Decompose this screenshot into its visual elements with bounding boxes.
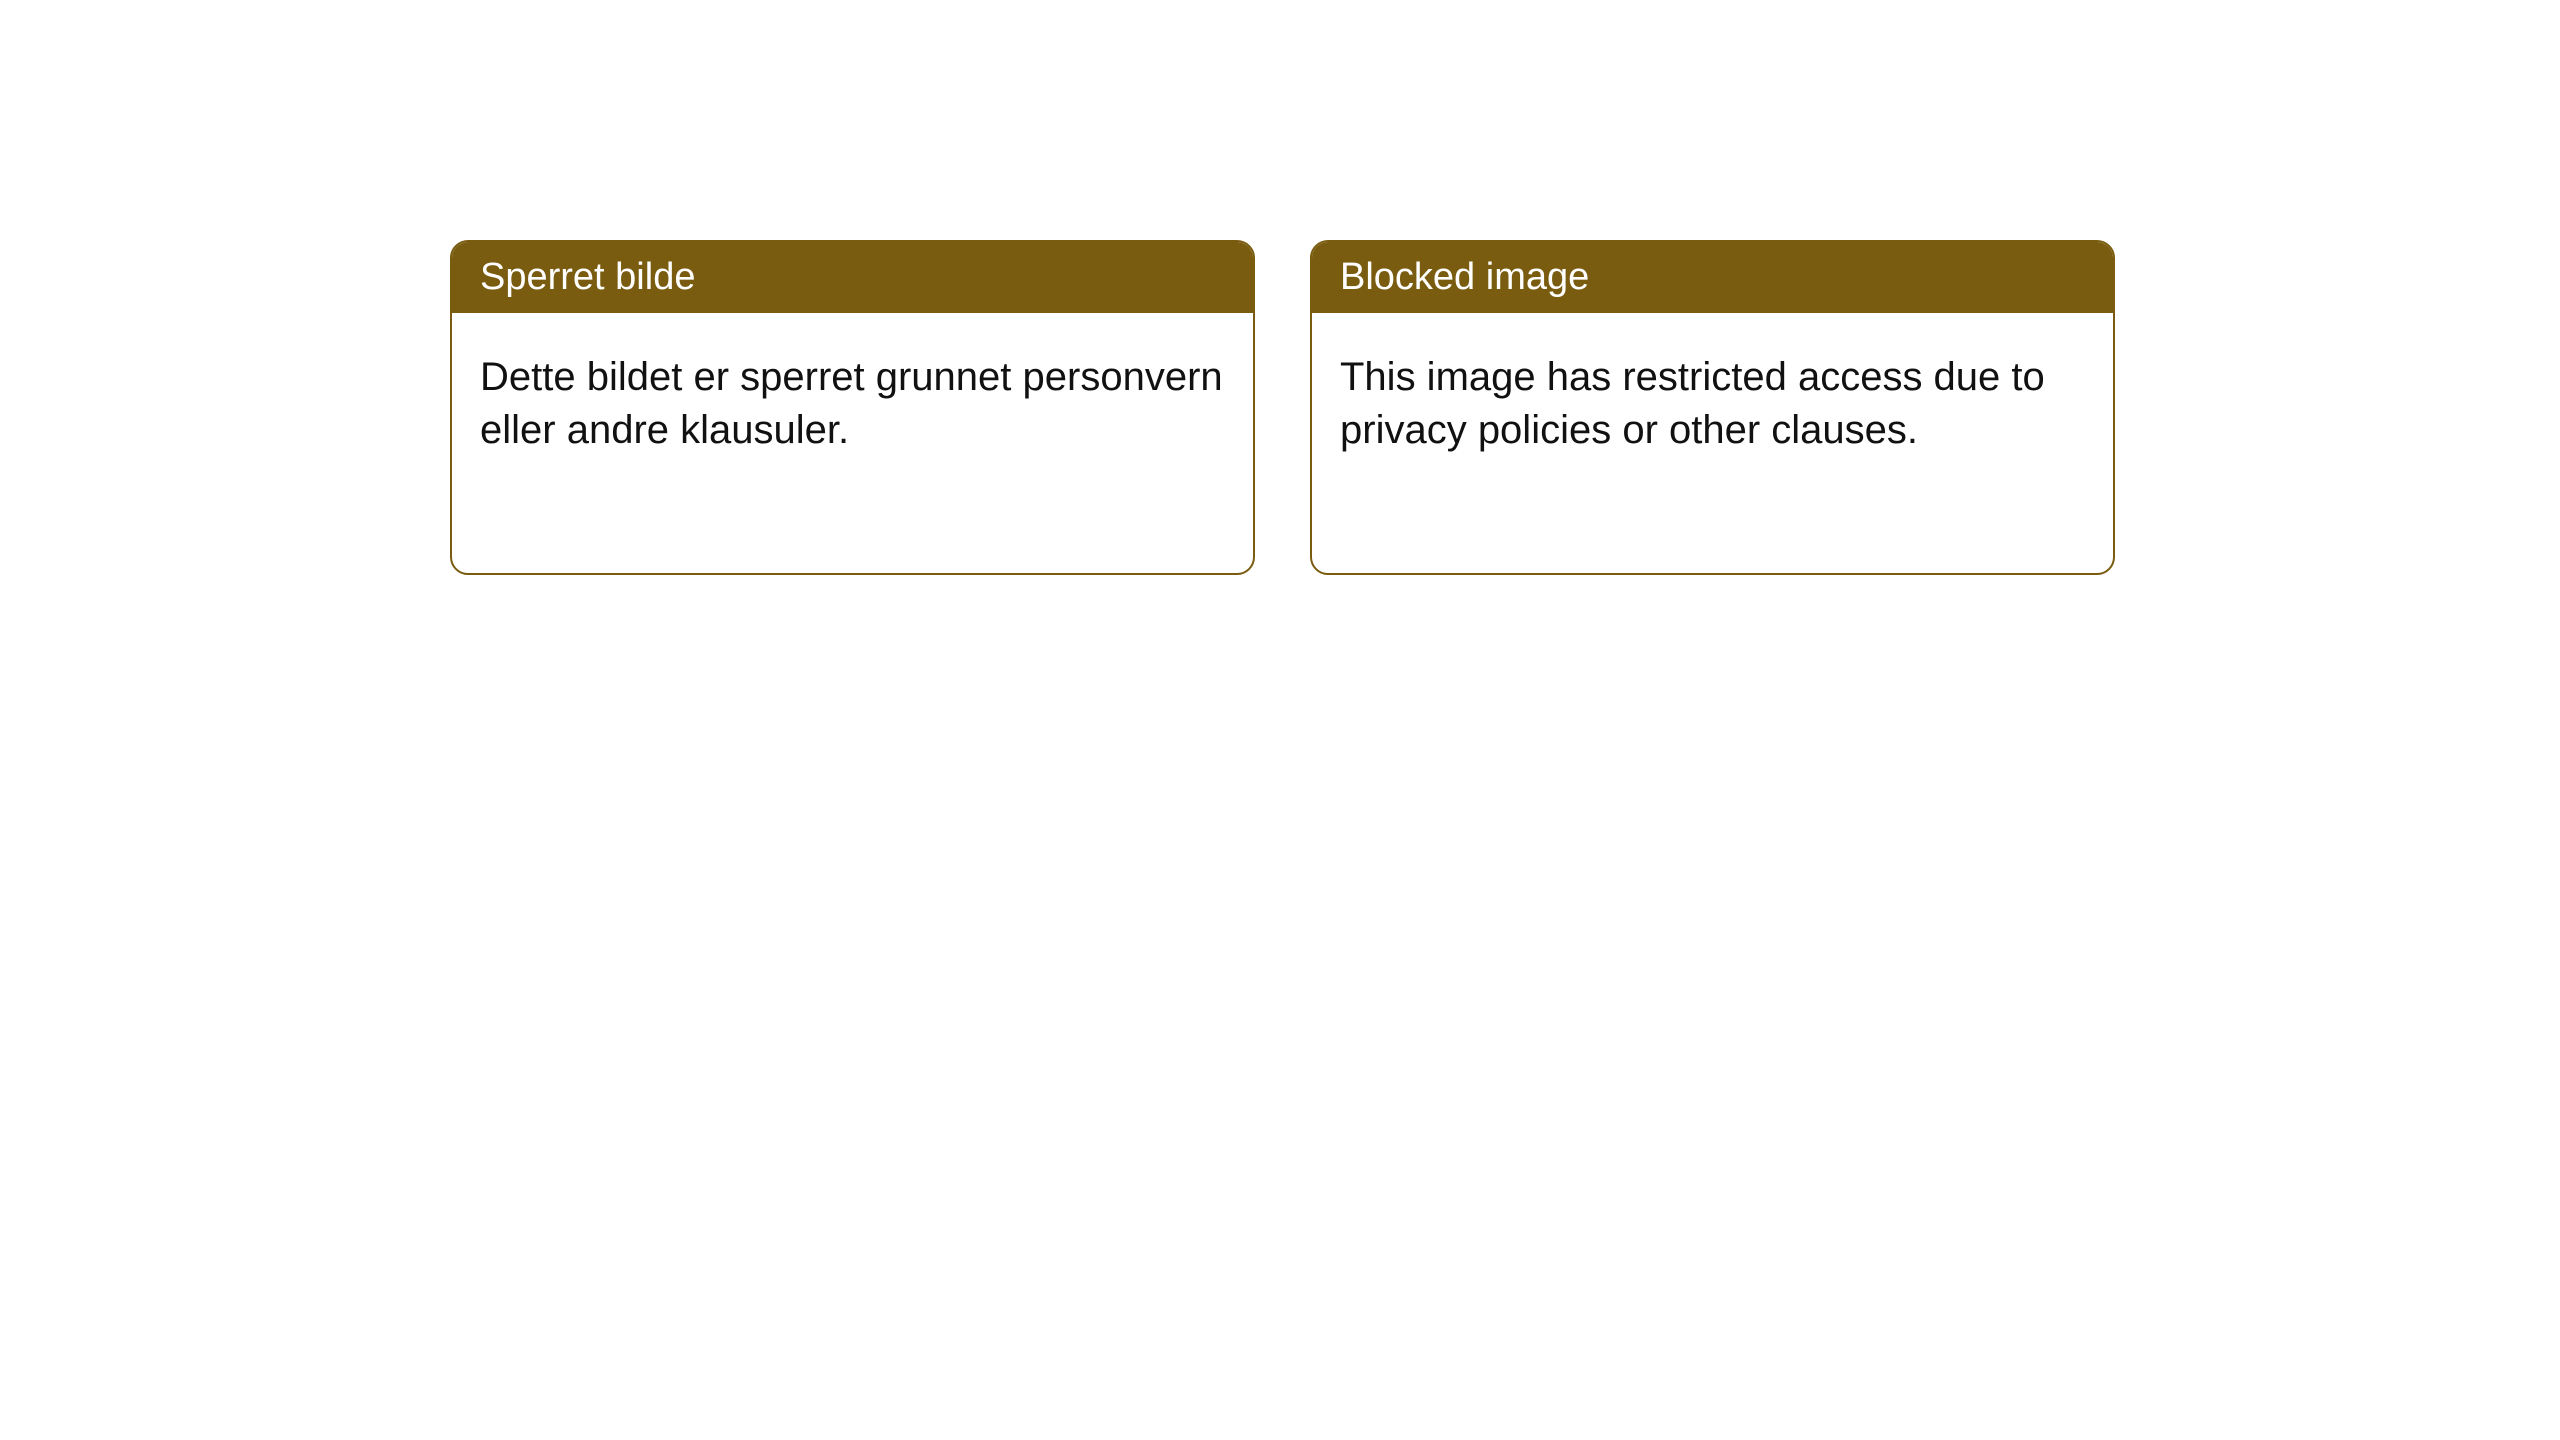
- blocked-image-card-no: Sperret bilde Dette bildet er sperret gr…: [450, 240, 1255, 575]
- blocked-image-card-en: Blocked image This image has restricted …: [1310, 240, 2115, 575]
- cards-container: Sperret bilde Dette bildet er sperret gr…: [450, 240, 2115, 575]
- card-header: Blocked image: [1312, 242, 2113, 313]
- card-body: This image has restricted access due to …: [1312, 313, 2113, 573]
- card-body: Dette bildet er sperret grunnet personve…: [452, 313, 1253, 573]
- card-header: Sperret bilde: [452, 242, 1253, 313]
